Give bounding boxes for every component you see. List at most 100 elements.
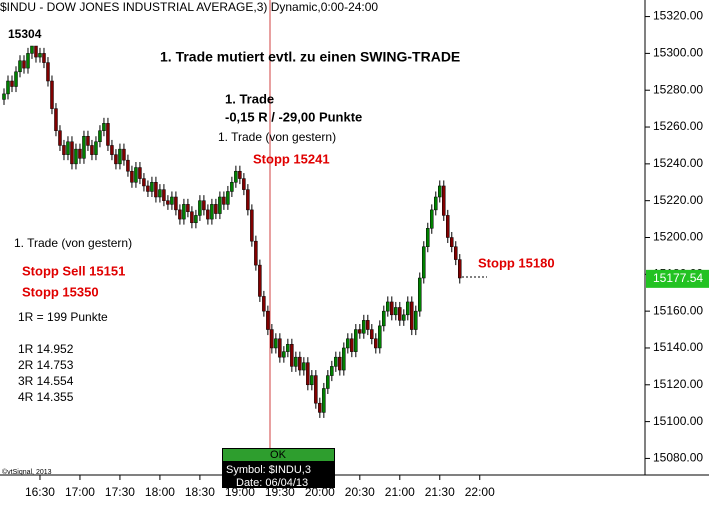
candle-body (374, 338, 378, 349)
candle-body (142, 178, 146, 187)
candle-body (114, 154, 118, 165)
candle-body (266, 310, 270, 330)
candle-body (170, 196, 174, 205)
y-tick-label: 15260.00 (653, 119, 703, 133)
candle-body (378, 325, 382, 349)
y-tick-label: 15240.00 (653, 156, 703, 170)
y-tick-label: 15100.00 (653, 414, 703, 428)
candle-body (58, 130, 62, 146)
popup: OK Symbol: $INDU,3 Date: 06/04/13 (222, 448, 335, 489)
x-tick-label: 17:30 (105, 485, 135, 499)
candle-body (210, 204, 214, 220)
candle-body (422, 246, 426, 279)
candle-body (418, 277, 422, 312)
candle-body (334, 356, 338, 367)
candle-body (382, 310, 386, 327)
copyright: ©vtSignal, 2013 (2, 468, 52, 476)
candle-body (238, 170, 242, 179)
candle-body (226, 191, 230, 205)
candle-body (190, 211, 194, 224)
candle-body (118, 148, 122, 165)
annotation: 1R 14.952 (18, 342, 74, 356)
candle-body (430, 209, 434, 229)
candle-body (458, 259, 462, 279)
candle-body (102, 123, 106, 131)
candle-body (394, 307, 398, 316)
candle-body (198, 200, 202, 216)
candle-body (222, 196, 226, 205)
candle-body (398, 307, 402, 321)
candle-body (54, 108, 58, 131)
candle-body (166, 200, 170, 205)
candle-body (386, 301, 390, 312)
candle-body (370, 329, 374, 340)
candle-body (150, 182, 154, 192)
x-tick-label: 18:00 (145, 485, 175, 499)
candle-body (206, 209, 210, 220)
last-price-box (646, 269, 709, 288)
candle-body (262, 296, 266, 312)
candle-body (270, 329, 274, 349)
candle-body (86, 135, 90, 146)
candle-body (202, 200, 206, 211)
chart-title: $INDU - DOW JONES INDUSTRIAL AVERAGE,3) … (0, 0, 378, 14)
candle-body (302, 362, 306, 371)
annotation: Stopp Sell 15151 (22, 263, 125, 278)
x-tick-label: 20:30 (345, 485, 375, 499)
candle-body (282, 351, 286, 358)
annotation: Stopp 15180 (478, 255, 555, 270)
candle-body (6, 80, 10, 95)
y-tick-label: 15280.00 (653, 82, 703, 96)
popup-date: Date: 06/04/13 (236, 477, 308, 489)
candle-body (182, 204, 186, 220)
annotation: 3R 14.554 (18, 374, 74, 388)
annotation: Stopp 15241 (253, 151, 330, 166)
annotation: 1. Trade mutiert evtl. zu einen SWING-TR… (160, 49, 460, 65)
candle-body (130, 170, 134, 183)
ok-button[interactable] (223, 449, 334, 461)
candle-body (230, 182, 234, 192)
candle-body (274, 338, 278, 349)
candle-body (406, 301, 410, 316)
candle-body (438, 185, 442, 198)
annotation: -0,15 R / -29,00 Punkte (225, 109, 362, 124)
candle-body (106, 123, 110, 146)
candle-body (62, 145, 66, 155)
candle-body (366, 320, 370, 330)
ok-label[interactable]: OK (270, 449, 287, 461)
candle-body (254, 240, 258, 266)
candle-body (338, 356, 342, 371)
candle-body (294, 356, 298, 367)
candle-body (278, 338, 282, 358)
y-tick-label: 15080.00 (653, 451, 703, 465)
x-tick-label: 22:00 (465, 485, 495, 499)
candle-body (218, 196, 222, 214)
candle-body (234, 170, 238, 183)
candle-body (286, 344, 290, 352)
last-price-label: 15177.54 (653, 271, 703, 285)
candle-body (134, 167, 138, 183)
candle-body (178, 209, 182, 220)
candle-body (390, 301, 394, 316)
x-tick-label: 19:00 (225, 485, 255, 499)
candle-body (10, 80, 14, 87)
candle-body (158, 189, 162, 198)
candle-body (126, 159, 130, 172)
y-tick-label: 15200.00 (653, 230, 703, 244)
candle-body (362, 320, 366, 334)
annotation: 1R = 199 Punkte (18, 310, 108, 324)
candle-body (34, 45, 38, 58)
annotation: 2R 14.753 (18, 358, 74, 372)
candle-body (174, 196, 178, 211)
candle-body (314, 375, 318, 404)
candle-body (42, 53, 46, 63)
x-tick-label: 20:00 (305, 485, 335, 499)
candle-body (50, 80, 54, 109)
x-tick-label: 21:00 (385, 485, 415, 499)
candle-body (186, 204, 190, 212)
candle-body (194, 215, 198, 224)
x-tick-label: 17:00 (65, 485, 95, 499)
candle-body (346, 338, 350, 349)
y-tick-label: 15300.00 (653, 46, 703, 60)
